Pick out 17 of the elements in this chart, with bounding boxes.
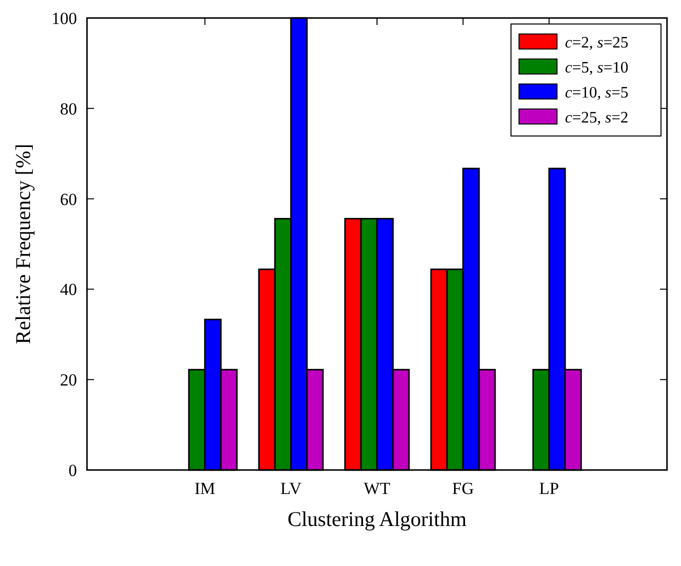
y-axis-title: Relative Frequency [%] bbox=[11, 144, 35, 344]
x-tick-label: IM bbox=[194, 479, 216, 498]
y-tick-label: 40 bbox=[60, 280, 77, 300]
y-tick-label: 60 bbox=[60, 190, 77, 209]
y-tick-label: 100 bbox=[52, 8, 77, 28]
x-axis-title: Clustering Algorithm bbox=[287, 507, 467, 531]
legend-label: c=2, s=25 bbox=[565, 34, 628, 52]
legend-label: c=10, s=5 bbox=[565, 84, 628, 102]
legend-label: c=5, s=10 bbox=[565, 60, 628, 77]
y-tick-label: 20 bbox=[60, 370, 77, 390]
x-tick-label: FG bbox=[452, 479, 474, 498]
x-tick-label: LV bbox=[280, 479, 302, 498]
x-tick-label: WT bbox=[364, 479, 391, 498]
y-tick-label: 80 bbox=[60, 99, 77, 118]
x-tick-label: LP bbox=[539, 479, 560, 498]
y-tick-label: 0 bbox=[68, 460, 77, 480]
legend-label: c=25, s=2 bbox=[565, 110, 628, 127]
